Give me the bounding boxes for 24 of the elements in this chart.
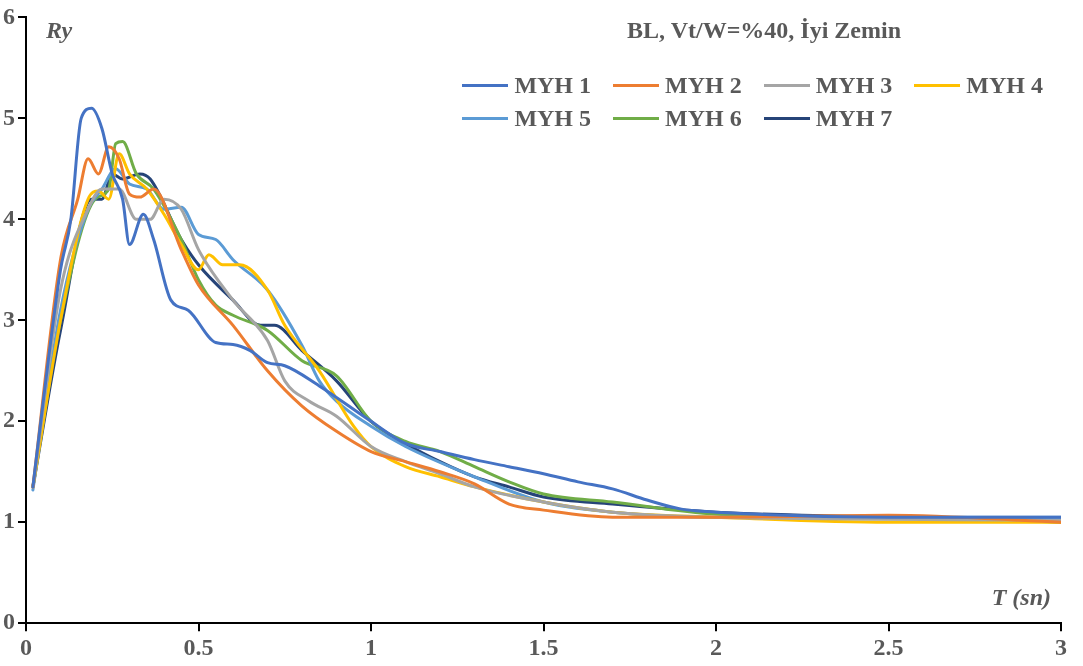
x-tick-label: 0 xyxy=(20,633,32,660)
legend-label: MYH 6 xyxy=(665,105,742,132)
y-tick-label: 0 xyxy=(3,608,15,635)
y-tick-label: 1 xyxy=(3,507,15,534)
legend-label: MYH 2 xyxy=(665,72,742,99)
legend-label: MYH 3 xyxy=(815,72,893,99)
y-axis-title: Ry xyxy=(45,16,73,43)
x-tick-label: 0.5 xyxy=(183,633,214,660)
y-tick-label: 5 xyxy=(3,103,15,130)
x-tick-label: 3 xyxy=(1055,633,1067,660)
y-tick-label: 3 xyxy=(3,305,15,332)
x-tick-label: 2 xyxy=(710,633,722,660)
y-tick-label: 2 xyxy=(3,406,15,433)
legend-label: MYH 5 xyxy=(514,105,592,132)
chart-title: BL, Vt/W=%40, İyi Zemin xyxy=(627,16,901,43)
x-axis-title: T (sn) xyxy=(991,584,1051,611)
legend-label: MYH 4 xyxy=(966,72,1043,99)
legend-label: MYH 7 xyxy=(815,105,893,132)
x-tick-label: 1.5 xyxy=(528,633,559,660)
legend-label: MYH 1 xyxy=(514,72,592,99)
y-tick-label: 4 xyxy=(3,204,15,231)
y-tick-label: 6 xyxy=(3,2,15,29)
x-tick-label: 2.5 xyxy=(873,633,904,660)
x-tick-label: 1 xyxy=(365,633,377,660)
